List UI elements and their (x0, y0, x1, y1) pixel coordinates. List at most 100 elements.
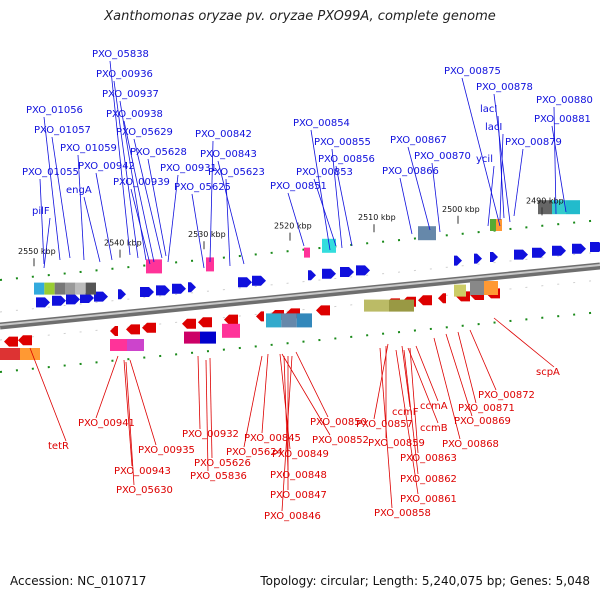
bottom-gene-label: PXO_00848 (270, 470, 327, 481)
label-leader-line (281, 353, 331, 436)
gene-feature-block (184, 331, 200, 344)
bottom-gene-label: PXO_00862 (400, 474, 457, 485)
label-leader-line (109, 60, 131, 256)
top-gene-label: PXO_00855 (314, 137, 371, 148)
forward-gene-arrow (36, 297, 50, 308)
label-leader-line (295, 351, 329, 418)
top-gene-label: PXO_00880 (536, 95, 593, 106)
gene-feature-block (470, 281, 484, 295)
top-gene-label: PXO_00870 (414, 151, 471, 162)
forward-gene-arrow (340, 267, 354, 277)
top-gene-label: PXO_00856 (318, 154, 375, 165)
forward-gene-arrow (238, 277, 252, 288)
label-leader-line (415, 345, 439, 402)
bottom-gene-label: PXO_00941 (78, 418, 135, 429)
label-leader-line (497, 115, 505, 219)
bottom-gene-label: PXO_00863 (400, 453, 457, 464)
label-leader-line (205, 359, 209, 472)
gene-feature-block (44, 282, 55, 295)
label-leader-line (261, 353, 269, 434)
label-leader-line (335, 165, 353, 247)
genome-summary-text: Topology: circular; Length: 5,240,075 bp… (260, 574, 590, 588)
top-gene-label: PXO_00879 (505, 137, 562, 148)
bottom-gene-label: PXO_00849 (272, 449, 329, 460)
gene-feature-block (484, 281, 498, 295)
forward-gene-arrow (356, 265, 370, 276)
top-gene-label: PXO_05838 (92, 49, 149, 60)
reverse-gene-arrow (18, 335, 32, 346)
gene-feature-block (110, 339, 127, 351)
scale-tick-label: 2550 kbp (18, 247, 56, 256)
guide-ring (0, 251, 600, 313)
top-gene-label: PXO_01056 (26, 105, 83, 116)
top-gene-label: PXO_05628 (130, 147, 187, 158)
scale-tick-label: 2510 kbp (358, 213, 396, 222)
scale-tick-label: 2490 kbp (526, 196, 564, 205)
label-leader-line (310, 129, 331, 251)
label-leader-line (407, 347, 439, 424)
top-gene-label: PXO_00881 (534, 114, 591, 125)
top-gene-label: PXO_05625 (174, 182, 231, 193)
top-gene-label: PXO_00931 (160, 163, 217, 174)
bottom-gene-label: PXO_00850 (310, 417, 367, 428)
bottom-gene-label: PXO_05630 (116, 485, 173, 496)
label-leader-line (487, 165, 495, 227)
label-leader-line (553, 106, 557, 215)
top-gene-label: PXO_00878 (476, 82, 533, 93)
label-leader-line (209, 140, 214, 263)
label-leader-line (95, 172, 113, 261)
bottom-gene-label: PXO_00846 (264, 511, 321, 522)
top-gene-label: PXO_05629 (116, 127, 173, 138)
label-leader-line (513, 148, 524, 217)
top-gene-label: PXO_00937 (102, 89, 159, 100)
label-leader-line (123, 120, 155, 263)
label-leader-line (113, 80, 139, 259)
label-leader-line (313, 178, 337, 247)
label-leader-line (77, 154, 85, 261)
genome-backbone-highlight (0, 264, 600, 326)
forward-gene-arrow (514, 249, 528, 260)
bottom-gene-label: tetR (48, 441, 69, 452)
label-leader-line (123, 359, 133, 467)
top-gene-label: PXO_00938 (106, 109, 163, 120)
label-leader-line (147, 158, 167, 257)
bottom-gene-label: PXO_00943 (114, 466, 171, 477)
bottom-gene-label: PXO_00869 (454, 416, 511, 427)
gene-feature-block (490, 219, 496, 231)
label-leader-line (399, 177, 413, 235)
gene-feature-block (389, 299, 414, 312)
label-leader-line (499, 133, 504, 221)
gene-feature-block (296, 313, 312, 328)
forward-gene-arrow (118, 289, 126, 300)
forward-gene-arrow (308, 270, 316, 281)
bottom-gene-label: PXO_00859 (368, 438, 425, 449)
label-leader-line (217, 160, 245, 265)
gene-feature-block (85, 282, 96, 295)
label-leader-line (129, 359, 157, 446)
top-gene-label: PXO_01059 (60, 143, 117, 154)
scale-tick-label: 2540 kbp (104, 239, 142, 248)
top-gene-label: PXO_05623 (208, 167, 265, 178)
top-gene-label: PXO_00842 (195, 129, 252, 140)
top-gene-label: PXO_00854 (293, 118, 350, 129)
gene-feature-block (281, 313, 297, 328)
forward-gene-arrow (572, 243, 586, 254)
gene-feature-block (266, 313, 282, 328)
forward-gene-arrow (322, 268, 336, 279)
bottom-gene-label: PXO_00932 (182, 429, 239, 440)
gene-feature-block (304, 247, 310, 258)
gene-feature-block (364, 299, 389, 312)
reverse-gene-arrow (142, 322, 156, 333)
top-gene-label: PXO_00875 (444, 66, 501, 77)
label-leader-line (43, 217, 51, 269)
forward-gene-arrow (52, 295, 66, 306)
scale-tick-label: 2520 kbp (274, 222, 312, 231)
gene-feature-block (566, 200, 580, 215)
forward-gene-arrow (590, 242, 600, 252)
label-leader-line (493, 317, 555, 368)
gene-feature-block (54, 282, 65, 295)
gene-feature-block (200, 331, 216, 344)
forward-gene-arrow (94, 291, 108, 302)
gene-feature-block (418, 226, 436, 241)
forward-gene-arrow (80, 293, 94, 303)
